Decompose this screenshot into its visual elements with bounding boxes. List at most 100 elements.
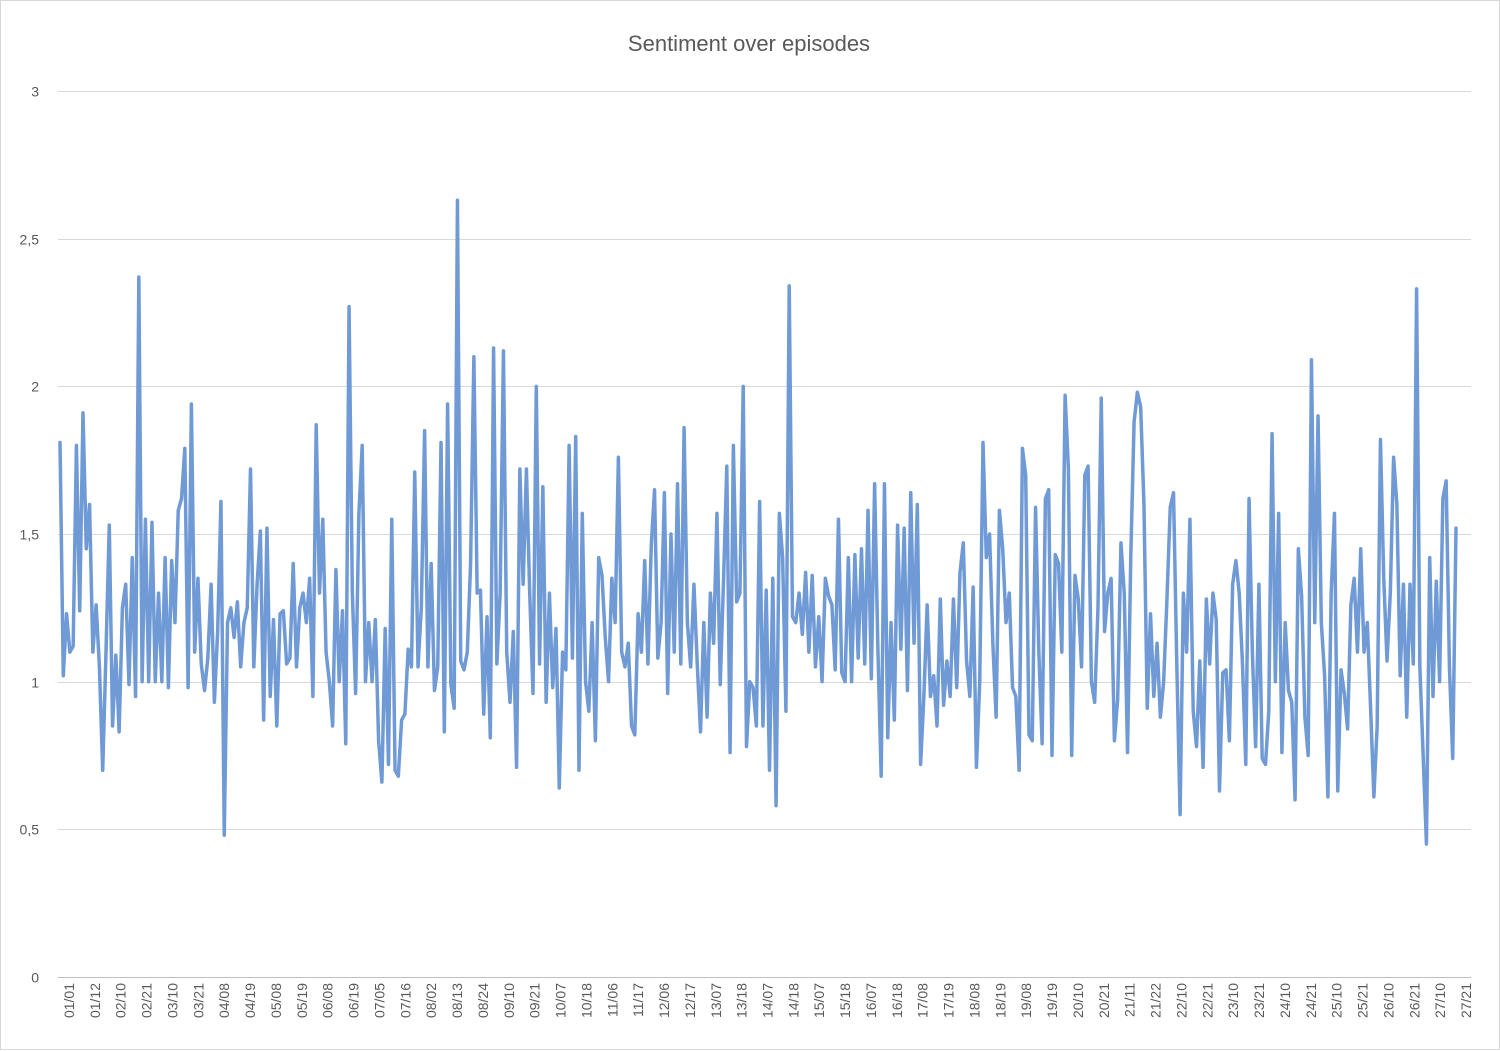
data-point <box>1179 813 1181 815</box>
data-point <box>620 651 622 653</box>
data-point <box>1337 790 1339 792</box>
data-point <box>988 533 990 535</box>
data-point <box>857 657 859 659</box>
data-point <box>506 651 508 653</box>
data-point <box>755 725 757 727</box>
data-point <box>1143 503 1145 505</box>
data-point <box>289 657 291 659</box>
data-point <box>758 500 760 502</box>
data-point <box>837 518 839 520</box>
data-point <box>1051 754 1053 756</box>
data-point <box>213 701 215 703</box>
data-point <box>437 666 439 668</box>
data-point <box>1294 799 1296 801</box>
data-point <box>305 621 307 623</box>
data-point <box>1373 796 1375 798</box>
data-point <box>1241 663 1243 665</box>
data-point <box>676 483 678 485</box>
data-point <box>203 689 205 691</box>
data-point <box>98 666 100 668</box>
data-point <box>1041 742 1043 744</box>
data-point <box>285 663 287 665</box>
data-point <box>913 642 915 644</box>
x-tick-label: 23/10 <box>1225 983 1241 1018</box>
data-point <box>703 621 705 623</box>
data-point <box>1025 474 1027 476</box>
x-tick-label: 21/22 <box>1148 983 1164 1018</box>
data-point <box>440 441 442 443</box>
data-point <box>581 512 583 514</box>
data-point <box>308 577 310 579</box>
data-point <box>377 740 379 742</box>
data-point <box>788 285 790 287</box>
data-point <box>239 666 241 668</box>
data-point <box>762 725 764 727</box>
data-point <box>299 607 301 609</box>
data-point <box>1038 651 1040 653</box>
data-point <box>144 518 146 520</box>
data-point <box>450 683 452 685</box>
data-point <box>151 521 153 523</box>
data-point <box>381 781 383 783</box>
data-point <box>95 604 97 606</box>
x-tick-label: 09/21 <box>527 983 543 1018</box>
data-point <box>617 456 619 458</box>
data-point <box>699 731 701 733</box>
y-tick-label: 0 <box>31 970 39 986</box>
data-point <box>466 651 468 653</box>
data-point <box>575 435 577 437</box>
data-point <box>735 601 737 603</box>
data-point <box>1028 734 1030 736</box>
data-point <box>259 530 261 532</box>
data-point <box>896 524 898 526</box>
data-point <box>630 725 632 727</box>
x-tick-label: 27/10 <box>1432 983 1448 1018</box>
data-point <box>1159 716 1161 718</box>
data-point <box>400 719 402 721</box>
data-point <box>249 468 251 470</box>
data-point <box>170 559 172 561</box>
data-point <box>364 680 366 682</box>
data-point <box>1386 660 1388 662</box>
data-point <box>824 577 826 579</box>
data-point <box>1277 512 1279 514</box>
data-point <box>1153 695 1155 697</box>
data-point <box>318 592 320 594</box>
data-point <box>223 834 225 836</box>
data-point <box>916 503 918 505</box>
x-tick-label: 11/17 <box>630 983 646 1017</box>
data-point <box>545 701 547 703</box>
data-point <box>358 512 360 514</box>
x-tick-label: 25/21 <box>1355 983 1371 1018</box>
data-point <box>141 680 143 682</box>
data-point <box>657 657 659 659</box>
data-point <box>1002 548 1004 550</box>
y-tick-label: 0,5 <box>20 822 40 838</box>
data-point <box>1218 790 1220 792</box>
data-point <box>1195 745 1197 747</box>
data-point <box>276 725 278 727</box>
data-point <box>1320 621 1322 623</box>
data-point <box>627 642 629 644</box>
data-point <box>62 675 64 677</box>
data-point <box>1034 506 1036 508</box>
x-tick-label: 21/11 <box>1122 983 1138 1017</box>
data-point <box>985 556 987 558</box>
data-point <box>597 556 599 558</box>
data-point <box>772 577 774 579</box>
data-point <box>476 592 478 594</box>
data-point <box>791 615 793 617</box>
data-point <box>414 471 416 473</box>
x-tick-label: 16/18 <box>889 983 905 1018</box>
data-point <box>686 621 688 623</box>
data-point <box>893 719 895 721</box>
data-point <box>463 669 465 671</box>
data-point <box>965 660 967 662</box>
data-point <box>1406 716 1408 718</box>
data-point <box>190 403 192 405</box>
data-point <box>292 562 294 564</box>
x-tick-label: 19/08 <box>1018 983 1034 1018</box>
data-point <box>1212 592 1214 594</box>
data-point <box>1064 394 1066 396</box>
data-point <box>164 556 166 558</box>
